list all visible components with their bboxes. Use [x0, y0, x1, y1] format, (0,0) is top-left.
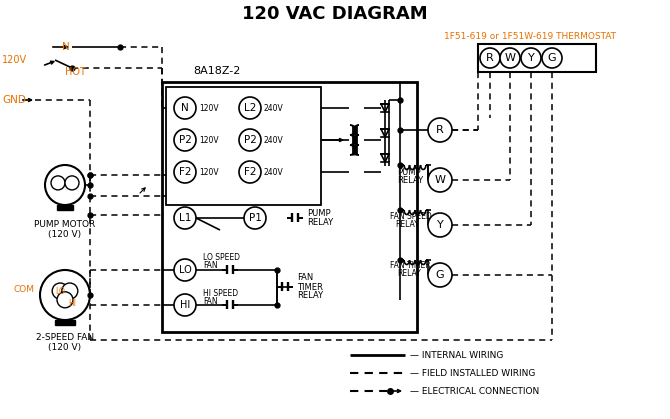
Text: RELAY: RELAY — [397, 176, 423, 184]
Text: 120V: 120V — [199, 103, 218, 112]
Text: GND: GND — [2, 95, 26, 105]
Text: P2: P2 — [179, 135, 192, 145]
Circle shape — [62, 283, 78, 299]
Text: Y: Y — [437, 220, 444, 230]
Text: G: G — [547, 53, 556, 63]
Text: COM: COM — [14, 285, 35, 295]
Circle shape — [174, 161, 196, 183]
Text: W: W — [505, 53, 515, 63]
Text: RELAY: RELAY — [397, 269, 421, 279]
Bar — [166, 87, 321, 205]
Text: PUMP: PUMP — [307, 209, 330, 217]
Text: — ELECTRICAL CONNECTION: — ELECTRICAL CONNECTION — [410, 386, 539, 396]
Bar — [55, 320, 75, 325]
Circle shape — [51, 176, 65, 190]
Text: HOT: HOT — [65, 67, 86, 77]
Text: 1F51-619 or 1F51W-619 THERMOSTAT: 1F51-619 or 1F51W-619 THERMOSTAT — [444, 31, 616, 41]
Text: (120 V): (120 V) — [48, 230, 82, 239]
Circle shape — [174, 207, 196, 229]
Text: — INTERNAL WIRING: — INTERNAL WIRING — [410, 351, 503, 360]
Circle shape — [428, 213, 452, 237]
Text: G: G — [436, 270, 444, 280]
Circle shape — [428, 263, 452, 287]
Text: — FIELD INSTALLED WIRING: — FIELD INSTALLED WIRING — [410, 368, 535, 378]
Bar — [57, 205, 73, 210]
Text: 240V: 240V — [264, 135, 284, 145]
Text: R: R — [486, 53, 494, 63]
Circle shape — [480, 48, 500, 68]
Text: PUMP MOTOR: PUMP MOTOR — [34, 220, 96, 229]
Text: LO SPEED: LO SPEED — [203, 253, 240, 262]
Text: W: W — [435, 175, 446, 185]
Circle shape — [57, 292, 73, 308]
Text: 240V: 240V — [264, 168, 284, 176]
Text: L1: L1 — [179, 213, 191, 223]
Text: FAN: FAN — [297, 274, 314, 282]
Text: 8A18Z-2: 8A18Z-2 — [194, 66, 241, 76]
Circle shape — [500, 48, 520, 68]
Text: HI SPEED: HI SPEED — [203, 289, 238, 297]
Text: F2: F2 — [244, 167, 256, 177]
Circle shape — [174, 129, 196, 151]
Circle shape — [174, 259, 196, 281]
Text: HI: HI — [180, 300, 190, 310]
Text: P2: P2 — [244, 135, 257, 145]
Circle shape — [52, 283, 68, 299]
Circle shape — [428, 168, 452, 192]
Text: FAN TIMER: FAN TIMER — [390, 261, 431, 271]
Circle shape — [542, 48, 562, 68]
Text: RELAY: RELAY — [297, 292, 323, 300]
Text: LO: LO — [179, 265, 192, 275]
Text: LO: LO — [55, 287, 65, 295]
Text: L2: L2 — [244, 103, 256, 113]
Text: FAN SPEED: FAN SPEED — [390, 212, 431, 220]
Text: 120V: 120V — [199, 168, 218, 176]
Circle shape — [40, 270, 90, 320]
Text: P1: P1 — [249, 213, 261, 223]
Text: RELAY: RELAY — [395, 220, 419, 228]
Text: R: R — [436, 125, 444, 135]
Text: (120 V): (120 V) — [48, 343, 82, 352]
Text: FAN: FAN — [203, 261, 218, 271]
Circle shape — [174, 294, 196, 316]
Text: HI: HI — [68, 298, 76, 308]
Text: 2-SPEED FAN: 2-SPEED FAN — [36, 333, 94, 342]
Circle shape — [45, 165, 85, 205]
Bar — [162, 82, 417, 332]
Text: RELAY: RELAY — [307, 217, 333, 227]
Text: 120V: 120V — [199, 135, 218, 145]
Text: F2: F2 — [179, 167, 191, 177]
Text: 240V: 240V — [264, 103, 284, 112]
Circle shape — [428, 118, 452, 142]
Circle shape — [239, 97, 261, 119]
Text: TIMER: TIMER — [297, 282, 323, 292]
Circle shape — [521, 48, 541, 68]
Circle shape — [239, 129, 261, 151]
Text: PUMP: PUMP — [397, 168, 421, 176]
Text: 120 VAC DIAGRAM: 120 VAC DIAGRAM — [242, 5, 428, 23]
Text: N: N — [62, 42, 70, 52]
Circle shape — [174, 97, 196, 119]
Text: N: N — [181, 103, 189, 113]
Circle shape — [65, 176, 79, 190]
Bar — [478, 44, 596, 72]
Text: 120V: 120V — [2, 55, 27, 65]
Text: FAN: FAN — [203, 297, 218, 305]
Circle shape — [239, 161, 261, 183]
Circle shape — [244, 207, 266, 229]
Text: Y: Y — [528, 53, 535, 63]
